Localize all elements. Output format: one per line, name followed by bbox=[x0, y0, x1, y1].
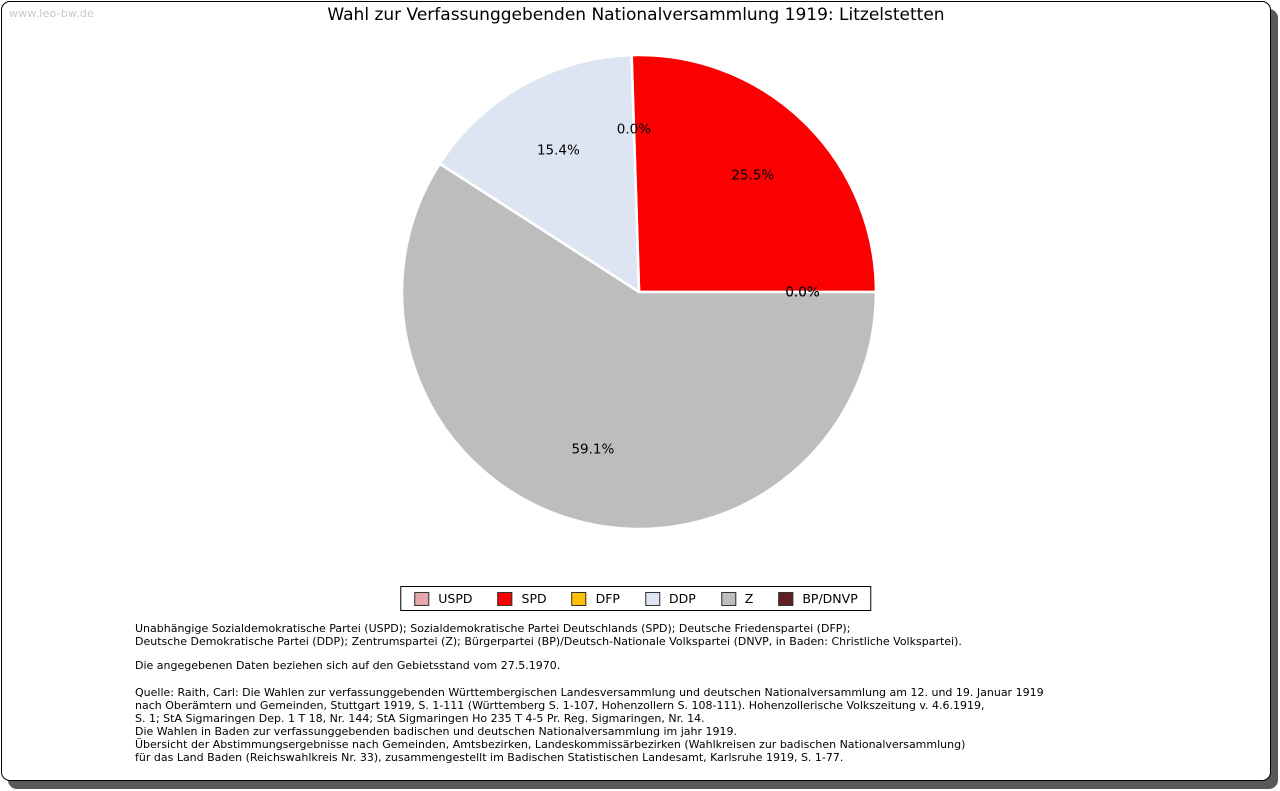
legend-item-bp-dnvp: BP/DNVP bbox=[778, 591, 858, 606]
source-line4: Die Wahlen in Baden zur verfassunggebend… bbox=[135, 725, 738, 738]
source-line5: Übersicht der Abstimmungsergebnisse nach… bbox=[135, 738, 966, 751]
source-line6: für das Land Baden (Reichswahlkreis Nr. … bbox=[135, 751, 844, 764]
party-abbreviations-line2: Deutsche Demokratische Partei (DDP); Zen… bbox=[135, 635, 962, 648]
legend-swatch bbox=[720, 591, 736, 606]
legend-label: BP/DNVP bbox=[802, 591, 858, 606]
pie-slice-ddp bbox=[438, 53, 641, 294]
source-line1: Quelle: Raith, Carl: Die Wahlen zur verf… bbox=[135, 686, 1044, 699]
pie-percentage-label-z: 59.1% bbox=[571, 442, 614, 458]
legend-swatch bbox=[571, 591, 587, 606]
pie-percentage-label-ddp: 15.4% bbox=[537, 142, 580, 158]
legend-swatch bbox=[497, 591, 513, 606]
legend-label: DFP bbox=[595, 591, 620, 606]
legend: USPD SPD DFP DDP Z BP/DNVP bbox=[400, 586, 872, 611]
legend-swatch bbox=[644, 591, 660, 606]
legend-item-uspd: USPD bbox=[414, 591, 473, 606]
legend-swatch bbox=[778, 591, 794, 606]
legend-item-ddp: DDP bbox=[644, 591, 696, 606]
pie-slice-z bbox=[400, 162, 878, 531]
gebietsstand-note: Die angegebenen Daten beziehen sich auf … bbox=[135, 659, 560, 672]
legend-item-dfp: DFP bbox=[571, 591, 620, 606]
party-abbreviations-line1: Unabhängige Sozialdemokratische Partei (… bbox=[135, 622, 851, 635]
gebietsstand-line: Die angegebenen Daten beziehen sich auf … bbox=[135, 659, 561, 672]
pie-chart: 0.0%25.5%0.0%15.4%59.1%0.0% bbox=[400, 53, 878, 531]
chart-card: www.leo-bw.de Wahl zur Verfassunggebende… bbox=[1, 1, 1271, 781]
source-line2: nach Oberämtern und Gemeinden, Stuttgart… bbox=[135, 699, 985, 712]
pie-percentage-label-dfp: 0.0% bbox=[617, 121, 651, 137]
pie-percentage-label-uspd: 0.0% bbox=[785, 285, 819, 301]
party-abbreviations-note: Unabhängige Sozialdemokratische Partei (… bbox=[135, 622, 962, 648]
source-note: Quelle: Raith, Carl: Die Wahlen zur verf… bbox=[135, 686, 1044, 764]
pie-percentage-label-spd: 25.5% bbox=[731, 167, 774, 183]
legend-label: Z bbox=[744, 591, 754, 606]
legend-label: USPD bbox=[438, 591, 473, 606]
legend-item-spd: SPD bbox=[497, 591, 547, 606]
legend-label: SPD bbox=[521, 591, 547, 606]
legend-label: DDP bbox=[668, 591, 696, 606]
chart-title: Wahl zur Verfassunggebenden Nationalvers… bbox=[327, 5, 945, 25]
pie-slice-spd bbox=[630, 53, 878, 294]
pie-percentage-label-bp-dnvp: 0.0% bbox=[785, 285, 819, 301]
legend-swatch bbox=[414, 591, 430, 606]
legend-item-z: Z bbox=[720, 591, 754, 606]
source-line3: S. 1; StA Sigmaringen Dep. 1 T 18, Nr. 1… bbox=[135, 712, 705, 725]
leo-bw-watermark: www.leo-bw.de bbox=[9, 7, 95, 20]
